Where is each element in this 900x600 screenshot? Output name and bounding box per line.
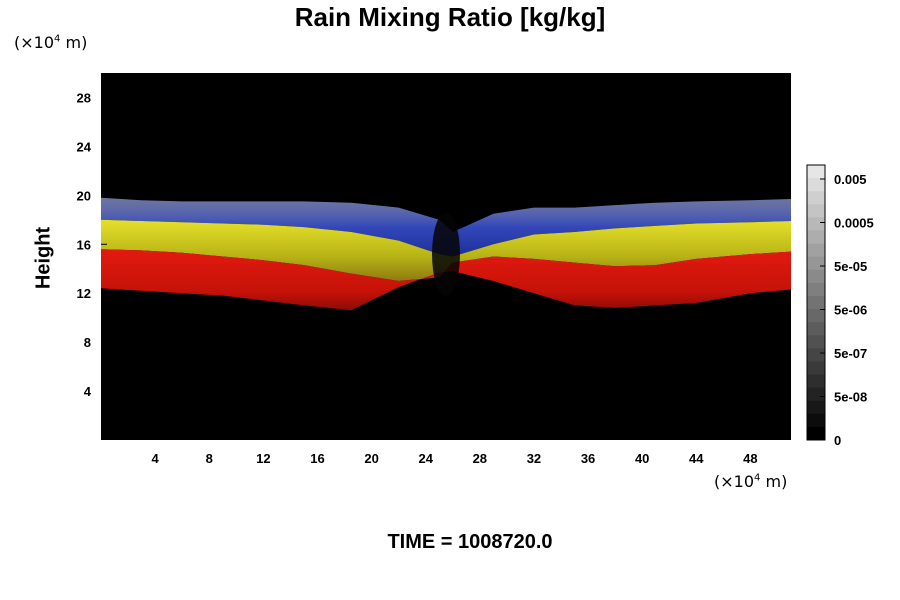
rain-bands xyxy=(101,197,791,311)
chart-title: Rain Mixing Ratio [kg/kg] xyxy=(294,2,606,32)
colorbar-segment xyxy=(807,348,825,362)
y-tick-label: 12 xyxy=(77,286,91,301)
colorbar-segment xyxy=(807,387,825,402)
x-tick-label: 20 xyxy=(364,451,378,466)
x-tick-label: 8 xyxy=(206,451,213,466)
colorbar-segment xyxy=(807,282,825,297)
colorbar-segment xyxy=(807,191,825,205)
y-tick-label: 28 xyxy=(77,90,91,105)
colorbar-segment xyxy=(807,295,825,310)
colorbar-label: 5e-07 xyxy=(834,346,867,361)
colorbar-label: 0 xyxy=(834,433,841,448)
y-tick-label: 8 xyxy=(84,335,91,350)
colorbar-segment xyxy=(807,374,825,389)
x-tick-label: 48 xyxy=(743,451,757,466)
colorbar-label: 5e-06 xyxy=(834,303,867,318)
colorbar-segment xyxy=(807,309,825,323)
y-axis-unit: (×104 m) xyxy=(14,33,88,52)
band-gap xyxy=(432,212,460,297)
colorbar-label: 5e-08 xyxy=(834,390,867,405)
colorbar-segment xyxy=(807,217,825,231)
y-tick-label: 24 xyxy=(77,139,92,154)
colorbar-segment xyxy=(807,361,825,376)
band-middle-yellow xyxy=(101,219,791,281)
colorbar-segment xyxy=(807,335,825,349)
colorbar-segment xyxy=(807,165,825,179)
colorbar-label: 5e-05 xyxy=(834,259,867,274)
colorbar-segment xyxy=(807,269,825,284)
x-tick-label: 28 xyxy=(473,451,487,466)
x-tick-label: 12 xyxy=(256,451,270,466)
x-tick-label: 32 xyxy=(527,451,541,466)
x-tick-label: 16 xyxy=(310,451,324,466)
x-tick-label: 24 xyxy=(418,451,433,466)
time-label: TIME = 1008720.0 xyxy=(387,531,553,553)
y-tick-label: 16 xyxy=(77,237,91,252)
colorbar-segment xyxy=(807,243,825,258)
x-tick-label: 44 xyxy=(689,451,704,466)
y-tick-label: 20 xyxy=(77,188,91,203)
colorbar-label: 0.0005 xyxy=(834,216,874,231)
colorbar-segment xyxy=(807,256,825,271)
colorbar-segment xyxy=(807,178,825,192)
colorbar-label: 0.005 xyxy=(834,172,867,187)
x-axis-ticks: 4 8 12 16 20 24 28 32 36 40 44 48 xyxy=(152,434,758,466)
colorbar-segment xyxy=(807,322,825,336)
x-tick-label: 40 xyxy=(635,451,649,466)
x-tick-label: 36 xyxy=(581,451,595,466)
colorbar: 0.005 0.0005 5e-05 5e-06 5e-07 5e-08 0 xyxy=(806,164,874,448)
band-lower-red xyxy=(101,249,791,311)
colorbar-segment xyxy=(807,426,825,441)
colorbar-segment xyxy=(807,204,825,218)
y-axis-ticks: 4 8 12 16 20 24 28 xyxy=(77,90,107,399)
y-tick-label: 4 xyxy=(84,384,92,399)
colorbar-frame xyxy=(806,164,826,441)
colorbar-segment xyxy=(807,400,825,415)
colorbar-segment xyxy=(807,413,825,428)
x-axis-unit: (×104 m) xyxy=(714,472,788,491)
colorbar-segment xyxy=(807,230,825,245)
x-tick-label: 4 xyxy=(152,451,160,466)
